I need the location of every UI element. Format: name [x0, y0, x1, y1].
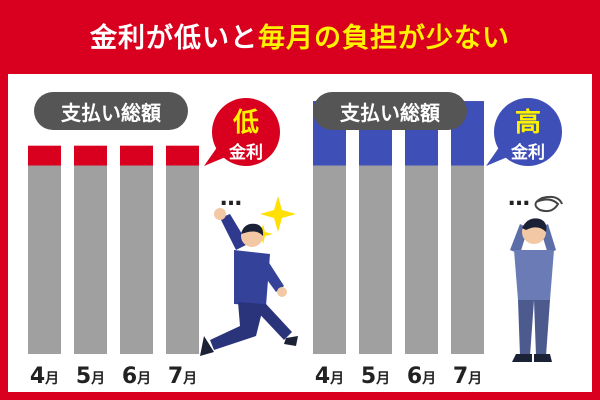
troubled-man-figure [510, 195, 563, 362]
month-unit: 月 [376, 371, 391, 387]
right-ellipsis: … [508, 186, 531, 211]
left-bar-base-2 [74, 165, 107, 354]
right-month-label-1: 4月 [307, 364, 353, 389]
right-month-label-4: 7月 [445, 364, 491, 389]
left-bar-base-4 [166, 165, 199, 354]
title-part-1: 金利が低いと [90, 22, 258, 54]
left-bar-base-3 [120, 165, 153, 354]
high-rate-big-text: 高 [514, 108, 541, 138]
month-unit: 月 [45, 371, 60, 387]
chart-left-bars [28, 145, 199, 354]
left-ellipsis: … [220, 186, 243, 211]
low-rate-small-text: 金利 [229, 143, 263, 163]
month-unit: 月 [183, 371, 198, 387]
left-bar-interest-1 [28, 145, 61, 166]
left-bar-base-1 [28, 165, 61, 354]
month-number: 4 [314, 364, 331, 389]
low-rate-bubble: 低 金利 [202, 94, 282, 174]
month-unit: 月 [137, 371, 152, 387]
right-bar-base-3 [405, 165, 438, 354]
chart-right-bars [313, 101, 484, 354]
high-rate-bubble: 高 金利 [484, 94, 564, 174]
right-bar-base-4 [451, 165, 484, 354]
month-number: 6 [121, 364, 138, 389]
month-unit: 月 [468, 371, 483, 387]
right-bar-base-2 [359, 165, 392, 354]
left-bar-interest-2 [74, 145, 107, 166]
sparkle-icon [260, 196, 296, 232]
low-rate-big-text: 低 [232, 108, 259, 138]
left-bar-interest-3 [120, 145, 153, 166]
right-total-payment-pill: 支払い総額 [313, 92, 467, 130]
left-month-label-2: 5月 [68, 364, 114, 389]
month-unit: 月 [91, 371, 106, 387]
left-month-label-3: 6月 [114, 364, 160, 389]
happy-running-man-figure [200, 196, 298, 356]
left-bar-interest-4 [166, 145, 199, 166]
month-number: 7 [167, 364, 184, 389]
right-month-label-2: 5月 [353, 364, 399, 389]
month-unit: 月 [330, 371, 345, 387]
worry-swirl-icon [534, 195, 563, 213]
month-number: 5 [360, 364, 377, 389]
month-number: 6 [406, 364, 423, 389]
high-rate-small-text: 金利 [511, 143, 545, 163]
month-number: 7 [452, 364, 469, 389]
month-number: 5 [75, 364, 92, 389]
month-unit: 月 [422, 371, 437, 387]
left-month-label-1: 4月 [22, 364, 68, 389]
chart-canvas: 支払い総額 支払い総額 低 金利 高 金利 … … 4月 5月 6月 7月 4月 5月 6… [8, 74, 592, 392]
left-month-label-4: 7月 [160, 364, 206, 389]
right-month-label-3: 6月 [399, 364, 445, 389]
month-number: 4 [29, 364, 46, 389]
right-bar-base-1 [313, 165, 346, 354]
page-title: 金利が低いと 毎月の負担が少ない [0, 0, 600, 70]
left-total-payment-pill: 支払い総額 [34, 92, 188, 130]
title-part-2-highlight: 毎月の負担が少ない [258, 22, 510, 54]
